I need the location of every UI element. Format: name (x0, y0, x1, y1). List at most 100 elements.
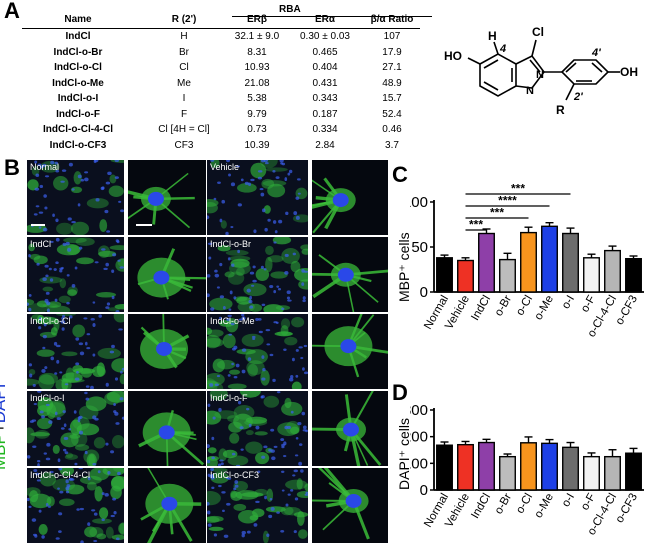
bar (625, 452, 642, 491)
y-tick-label: 100 (410, 455, 428, 472)
cell-erb: 0.73 (247, 124, 267, 135)
cell-era: 0.465 (312, 46, 338, 58)
significance-label: *** (469, 218, 483, 232)
chemical-structure: HO H 4 Cl N N 4' OH 2' R (444, 25, 638, 117)
cell-erb: 5.38 (247, 93, 267, 104)
cell-r: Me (177, 77, 191, 89)
rba-group-underline (232, 16, 432, 17)
table-row: IndCl-o-F F 9.79 0.187 52.4 (22, 109, 420, 125)
bar (604, 249, 621, 293)
micrograph-zoom (128, 391, 206, 466)
table-row: IndCl-o-Cl Cl 10.93 0.404 27.1 (22, 62, 420, 78)
bar (541, 225, 558, 293)
micrograph-field: IndCl-o-Me (207, 314, 308, 389)
micrograph-label: IndCl-o-Cl (30, 316, 71, 326)
micrograph-field: IndCl (27, 237, 124, 312)
bar (457, 443, 474, 491)
h-label: H (488, 29, 497, 43)
cell-r: I (182, 93, 186, 104)
position-2prime-label: 2' (573, 91, 583, 103)
cell-era: 0.343 (312, 93, 338, 104)
x-tick-label: o-CF3 (614, 492, 640, 526)
cl-label: Cl (532, 25, 544, 39)
micrograph-field: Normal (27, 160, 124, 235)
table-row: IndCl H 32.1 ± 9.0 0.30 ± 0.03 107 (22, 31, 420, 47)
x-tick-label: o-Cl (514, 294, 535, 318)
cell-name: IndCl-o-Br (53, 46, 103, 58)
n-label: N (536, 69, 544, 81)
oh-label: OH (620, 65, 638, 79)
table-row: IndCl-o-Br Br 8.31 0.465 17.9 (22, 47, 420, 63)
micrograph-label: Vehicle (210, 162, 240, 172)
micrograph-zoom (312, 468, 388, 543)
cell-ratio: 0.46 (382, 124, 402, 135)
bar (436, 444, 453, 491)
cell-ratio: 17.9 (382, 46, 402, 58)
x-tick-label: o-F (579, 492, 598, 513)
y-tick-label: 300 (410, 402, 428, 419)
table-header-row: Name R (2') ERβ ERα β/α Ratio (22, 14, 420, 30)
x-tick-label: IndCl (469, 492, 493, 521)
table-header-rule (22, 28, 420, 29)
cell-r: H (180, 31, 188, 42)
cell-era: 0.187 (312, 108, 338, 120)
micrograph-label: IndCl-o-I (30, 393, 65, 403)
significance-label: *** (490, 206, 504, 220)
micrograph-zoom (312, 237, 388, 312)
micrograph-zoom (128, 314, 206, 389)
bar (520, 442, 537, 491)
cell-ratio: 52.4 (382, 108, 402, 120)
cell-era: 0.404 (312, 62, 338, 73)
micrograph-field: IndCl-o-I (27, 391, 124, 466)
ho-label: HO (444, 49, 462, 63)
micrograph-zoom (312, 391, 388, 466)
micrograph-label: Normal (30, 162, 60, 172)
panel-label-b: B (4, 155, 20, 180)
cell-ratio: 48.9 (382, 77, 402, 89)
cell-name: IndCl-o-Me (52, 77, 104, 89)
chart-c: 050100NormalVehicleIndClo-Bro-Clo-Meo-Io… (410, 182, 644, 339)
cell-era: 0.431 (312, 77, 338, 89)
header-erb: ERβ (247, 14, 267, 25)
stain-dapi: DAPI (0, 383, 9, 424)
x-tick-label: o-I (560, 294, 577, 312)
panel-label-c: C (392, 162, 408, 187)
panel-label-a: A (4, 0, 20, 23)
x-tick-label: o-CF3 (614, 294, 640, 328)
micrograph-field: IndCl-o-F (207, 391, 308, 466)
micrograph-label: IndCl-o-CF3 (210, 470, 260, 480)
table-row: IndCl-o-Me Me 21.08 0.431 48.9 (22, 78, 420, 94)
x-tick-label: o-Me (533, 492, 556, 521)
scale-bar (136, 224, 152, 226)
micrograph-label: IndCl-o-Br (210, 239, 252, 249)
micrograph-zoom (128, 468, 206, 543)
cell-era: 2.84 (315, 139, 335, 151)
significance-label: *** (511, 182, 525, 196)
micrograph-field: Vehicle (207, 160, 308, 235)
x-tick-label: o-F (579, 294, 598, 315)
table-row: IndCl-o-CF3 CF3 10.39 2.84 3.7 (22, 140, 420, 156)
cell-r: CF3 (174, 139, 194, 151)
significance-label: **** (498, 194, 517, 208)
x-tick-label: IndCl (469, 294, 493, 323)
cell-era: 0.334 (312, 124, 338, 135)
x-tick-label: o-I (560, 492, 577, 510)
y-tick-label: 200 (410, 429, 428, 446)
bar (583, 455, 600, 491)
cell-erb: 10.39 (244, 139, 270, 151)
micrograph-zoom (128, 237, 206, 312)
micrograph-label: IndCl-o-Cl-4-Cl (30, 470, 91, 480)
x-tick-label: o-Br (493, 491, 514, 516)
cell-r: Cl (179, 62, 189, 73)
bar (478, 441, 495, 491)
cell-erb: 21.08 (244, 77, 270, 89)
cell-name: IndCl-o-CF3 (49, 139, 107, 151)
bar (499, 455, 516, 491)
cell-name: IndCl (65, 31, 91, 42)
bar (541, 442, 558, 491)
header-era: ERα (314, 14, 336, 25)
scale-bar (31, 224, 45, 226)
cell-ratio: 3.7 (385, 139, 399, 151)
stain-plus: + (0, 423, 9, 433)
bar (478, 232, 495, 293)
